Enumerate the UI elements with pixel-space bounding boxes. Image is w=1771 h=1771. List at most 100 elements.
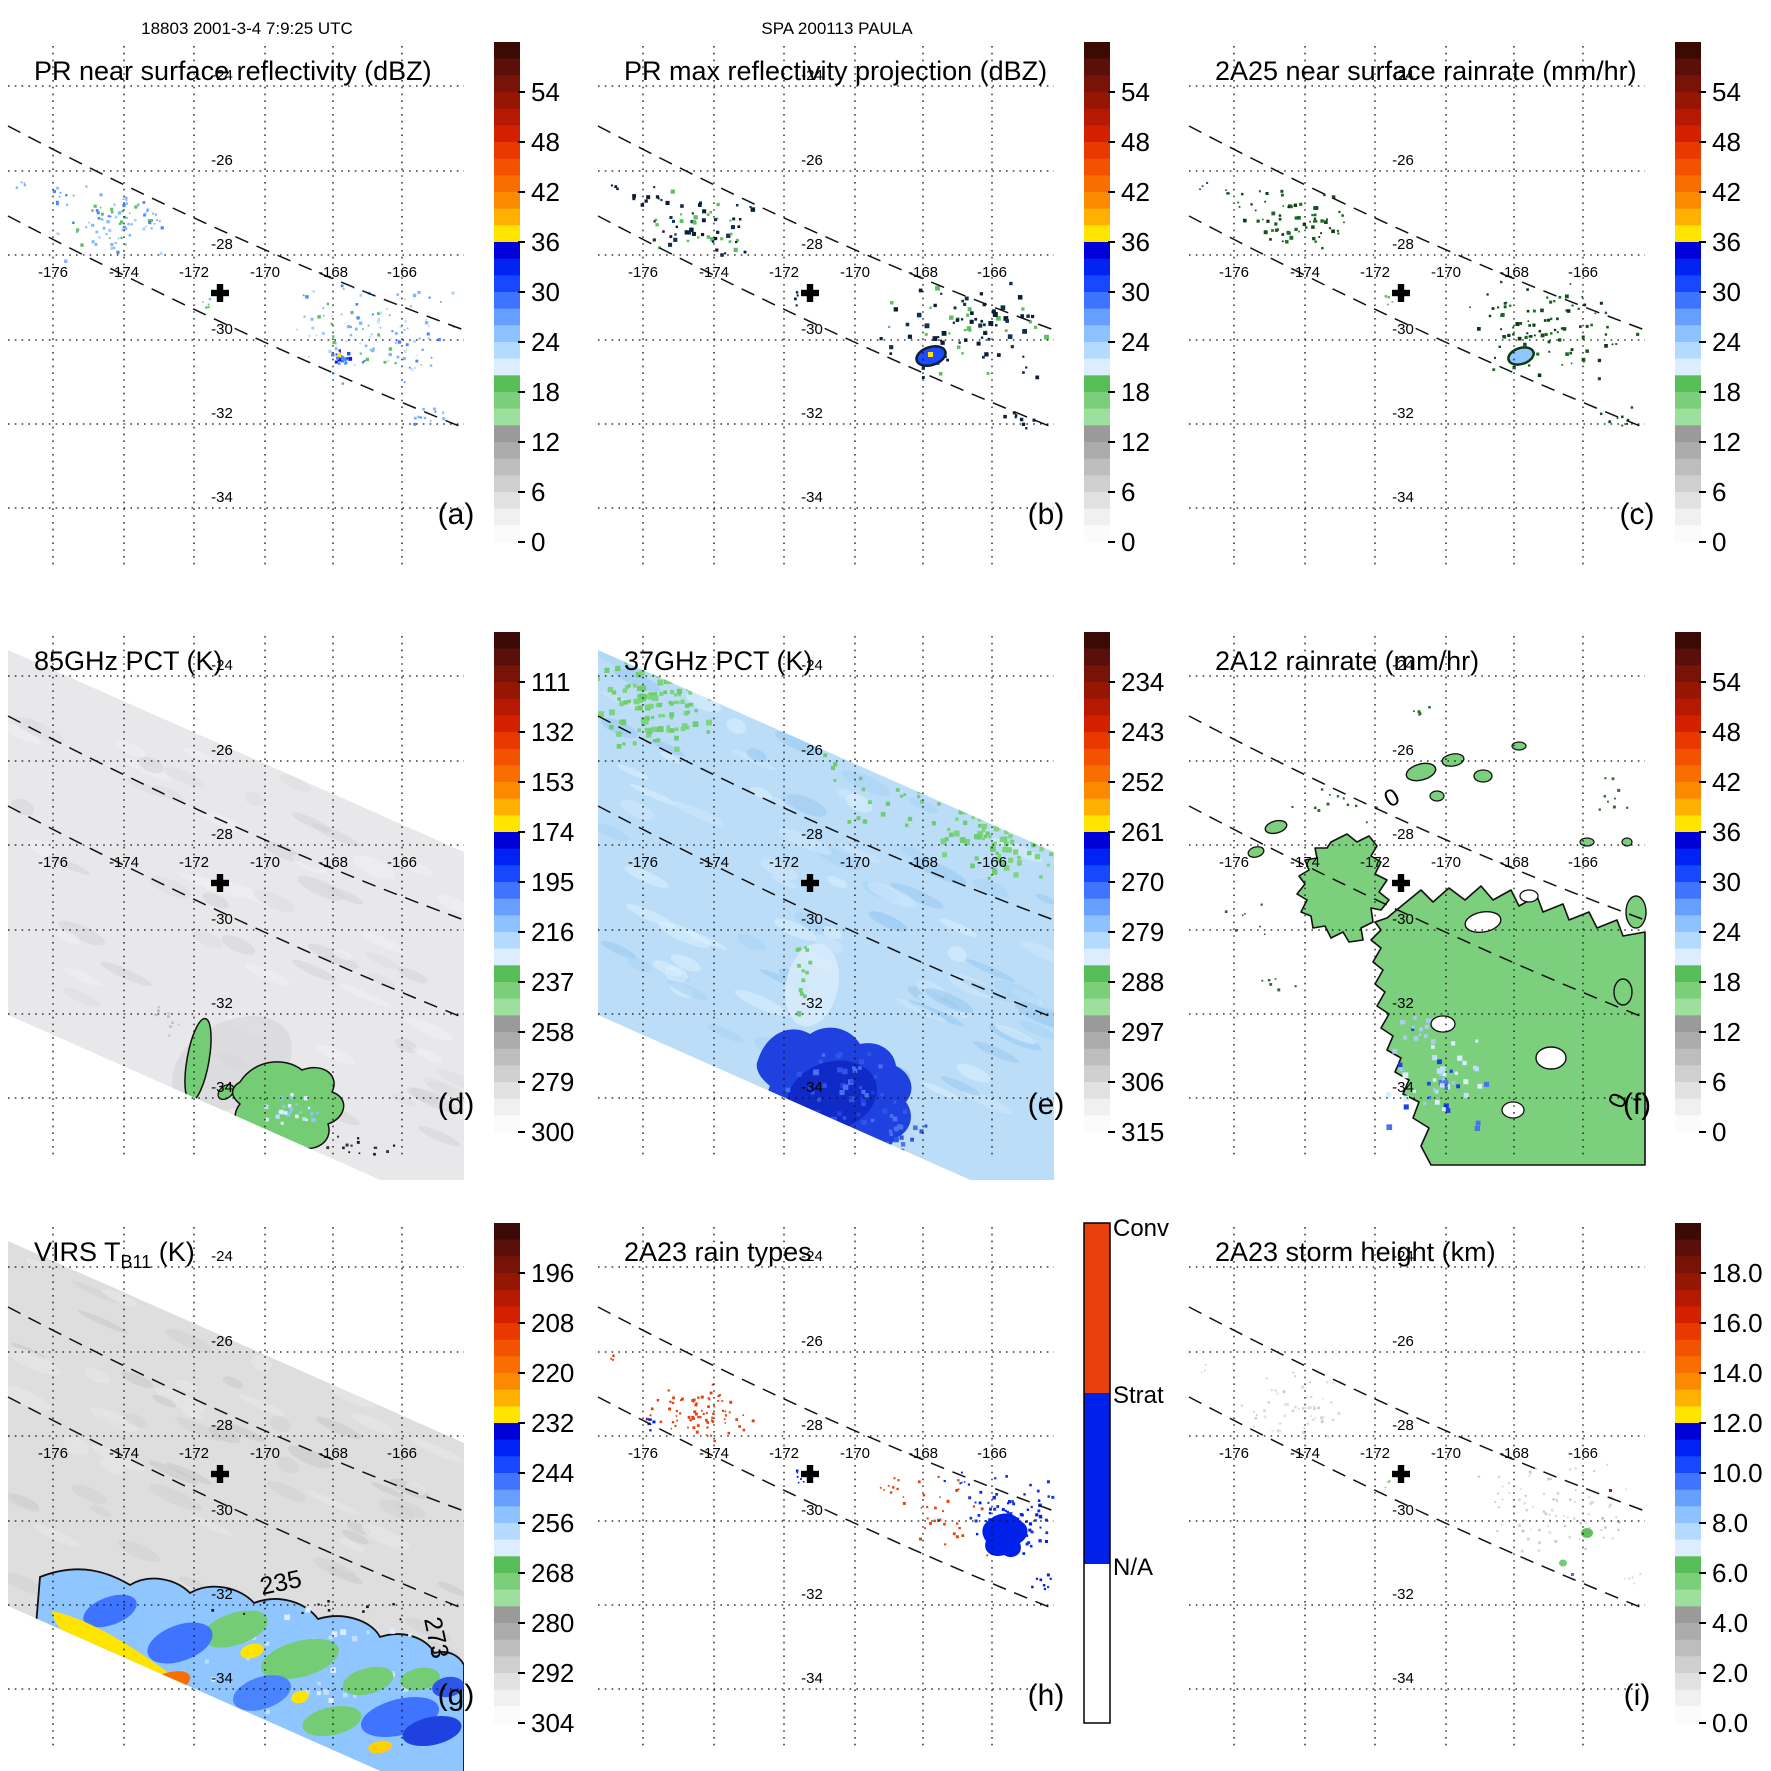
lon-tick-label: -174 [699, 264, 729, 281]
lat-lon-grid [1188, 46, 1645, 566]
lon-tick-label: -166 [1568, 264, 1598, 281]
data-speck-cluster [1468, 280, 1639, 381]
colorbar-tick-label: 18 [1712, 377, 1741, 407]
sensor-swath-band [8, 650, 464, 1181]
data-blob [1624, 895, 1647, 930]
lat-tick-label: -28 [1392, 826, 1414, 843]
data-blob [402, 1715, 462, 1746]
lat-tick-label: -28 [801, 826, 823, 843]
colorbar-tick-label: 54 [1712, 667, 1741, 697]
panel-letter: (i) [1623, 1679, 1650, 1712]
data-speck-cluster [1198, 182, 1208, 191]
lat-tick-label: -26 [801, 742, 823, 759]
data-blob [1580, 1527, 1593, 1538]
data-speck-cluster [154, 1006, 180, 1037]
lon-tick-label: -168 [318, 264, 348, 281]
data-blob [1579, 837, 1595, 847]
lat-tick-label: -26 [801, 1333, 823, 1350]
lat-tick-label: -24 [801, 1248, 823, 1265]
panel-a-map: -24 -26 -28 -30 -32 -34 -176 -174 -172 -170 -168 -1… [7, 19, 560, 566]
lon-tick-label: -172 [179, 854, 209, 871]
panel-c: -24 -26 -28 -30 -32 -34 -176 -174 -172 -170 -168 -1… [1181, 0, 1771, 590]
colorbar-tick-label: 4.0 [1712, 1608, 1748, 1638]
data-speck-cluster [943, 1471, 971, 1486]
data-speck-cluster [1412, 706, 1431, 716]
lon-tick-label: -176 [1219, 264, 1249, 281]
lat-tick-label: -32 [211, 995, 233, 1012]
data-speck-cluster [15, 181, 27, 189]
lat-tick-label: -34 [801, 1079, 823, 1096]
lon-tick-label: -174 [1290, 854, 1320, 871]
panel-e: -24 -26 -28 -30 -32 -34 -176 -174 -172 -170 -168 -1… [590, 590, 1180, 1181]
colorbar-tick-label: 18.0 [1712, 1258, 1763, 1288]
lat-tick-label: -30 [1392, 321, 1414, 338]
panel-title: 2A23 rain types [624, 1237, 812, 1267]
data-speck-cluster [1384, 1479, 1391, 1488]
data-speck-cluster [1003, 411, 1036, 430]
lat-tick-label: -30 [801, 321, 823, 338]
colorbar-tick-label: 48 [1712, 717, 1741, 747]
lon-tick-label: -166 [387, 1445, 417, 1462]
data-speck-cluster [796, 946, 813, 1017]
colorbar-tick-label: 24 [531, 327, 560, 357]
lat-tick-label: -30 [801, 911, 823, 928]
lon-tick-label: -176 [628, 264, 658, 281]
storm-center-marker [1391, 284, 1410, 302]
data-speck-cluster [211, 1599, 402, 1620]
lat-tick-label: -30 [211, 1502, 233, 1519]
panel-title: VIRS TB11 (K) [34, 1237, 195, 1272]
panel-title: 2A25 near surface rainrate (mm/hr) [1215, 56, 1637, 86]
colorbar-tick-label: 12.0 [1712, 1408, 1763, 1438]
lat-lon-grid [1188, 636, 1645, 1157]
lat-tick-label: -26 [801, 152, 823, 169]
data-speck-cluster [52, 186, 69, 206]
pr-swath-edge-lines [1188, 125, 1645, 429]
lon-tick-label: -172 [769, 1445, 799, 1462]
lat-tick-label: -24 [1392, 67, 1414, 84]
lon-tick-label: -170 [1431, 264, 1461, 281]
data-pixel [1570, 1572, 1574, 1576]
colorbar-tick-label: 18 [1712, 967, 1741, 997]
colorbar-tick-label: 0 [531, 527, 545, 557]
lat-tick-label: -26 [211, 1333, 233, 1350]
data-speck-cluster [1599, 406, 1633, 427]
lat-tick-label: -28 [211, 826, 233, 843]
storm-center-marker [211, 1464, 229, 1483]
lon-tick-label: -172 [769, 854, 799, 871]
storm-center-marker [1391, 874, 1410, 893]
lat-tick-label: -32 [801, 995, 823, 1012]
colorbar-tick-label: 237 [531, 967, 574, 997]
colorbar-tick-label: 0.0 [1712, 1708, 1748, 1738]
panel-letter: (h) [1028, 1679, 1065, 1712]
lon-tick-label: -170 [1431, 1445, 1461, 1462]
lat-tick-label: -32 [801, 1586, 823, 1603]
colorbar-tick-label: 243 [1121, 717, 1164, 747]
lon-tick-label: -174 [699, 1445, 729, 1462]
colorbar-tick-label: 234 [1121, 667, 1164, 697]
lat-lon-grid [598, 636, 1055, 1157]
pr-swath-edge-lines [597, 1305, 1055, 1610]
lat-tick-label: -32 [1392, 995, 1414, 1012]
colorbar-tick-label: 18 [1121, 377, 1150, 407]
colorbar-tick-label: 14.0 [1712, 1358, 1763, 1388]
panel-title: 85GHz PCT (K) [34, 646, 223, 676]
colorbar-tick-label: 12 [1121, 427, 1150, 457]
lon-tick-label: -170 [250, 1445, 280, 1462]
colorbar-tick-label: 195 [531, 867, 574, 897]
lat-tick-label: -34 [211, 1670, 233, 1687]
lat-tick-label: -32 [1392, 405, 1414, 422]
data-speck-cluster [610, 1354, 616, 1361]
panel-title: 37GHz PCT (K) [624, 646, 813, 676]
lon-tick-label: -168 [1499, 854, 1529, 871]
colorbar-tick-label: 232 [531, 1408, 574, 1438]
data-speck-cluster [1291, 788, 1378, 824]
lon-tick-label: -176 [628, 1445, 658, 1462]
colorbar-tick-label: 54 [531, 77, 560, 107]
lat-tick-label: -26 [1392, 1333, 1414, 1350]
panel-h-map: -24 -26 -28 -30 -32 -34 -176 -174 -172 -170 -168 -1… [597, 1215, 1169, 1747]
lat-tick-label: -34 [801, 1670, 823, 1687]
lat-lon-grid [598, 46, 1055, 566]
data-blob [1501, 1101, 1525, 1119]
lat-tick-label: -30 [1392, 911, 1414, 928]
colorbar-tick-label: 48 [1121, 127, 1150, 157]
